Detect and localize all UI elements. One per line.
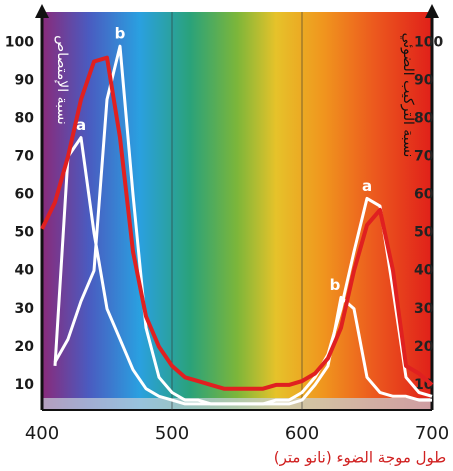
y2-tick-label: 90: [414, 72, 434, 88]
y-tick-label: 100: [5, 34, 34, 50]
y2-tick-label: 60: [414, 187, 434, 203]
y-tick-label: 20: [15, 339, 35, 355]
x-axis-title: طول موجة الضوء (نانو متر): [274, 449, 447, 467]
y-tick-label: 80: [15, 111, 35, 127]
y-axis-title: نسبة الإمتصاص: [54, 35, 70, 125]
y-tick-label: 50: [15, 225, 35, 241]
y2-axis-title: نسبة التركيب الضوئي: [400, 33, 416, 158]
y-arrow: [35, 4, 49, 18]
y2-tick-label: 70: [414, 149, 434, 165]
series-line: [40, 55, 434, 391]
curve-label: a: [76, 116, 86, 134]
y2-tick-label: 80: [414, 111, 434, 127]
x-tick-label: 500: [155, 423, 189, 444]
curve-label: b: [115, 25, 126, 43]
y2-tick-label: 100: [414, 34, 443, 50]
y-tick-label: 60: [15, 187, 35, 203]
y-tick-label: 40: [15, 263, 35, 279]
series-line: [53, 44, 432, 406]
y2-tick-label: 30: [414, 301, 434, 317]
y-tick-label: 70: [15, 149, 35, 165]
x-tick-label: 400: [25, 423, 59, 444]
y-tick-label: 30: [15, 301, 35, 317]
curve-label: a: [362, 177, 372, 195]
y2-tick-label: 20: [414, 339, 434, 355]
y2-tick-label: 40: [414, 263, 434, 279]
y2-arrow: [425, 4, 439, 18]
spectrum-background: [42, 12, 432, 410]
x-tick-label: 600: [285, 423, 319, 444]
x-tick-label: 700: [415, 423, 449, 444]
y-tick-label: 10: [15, 377, 35, 393]
curve-label: b: [330, 276, 341, 294]
y-tick-label: 90: [15, 72, 35, 88]
y2-tick-label: 50: [414, 225, 434, 241]
